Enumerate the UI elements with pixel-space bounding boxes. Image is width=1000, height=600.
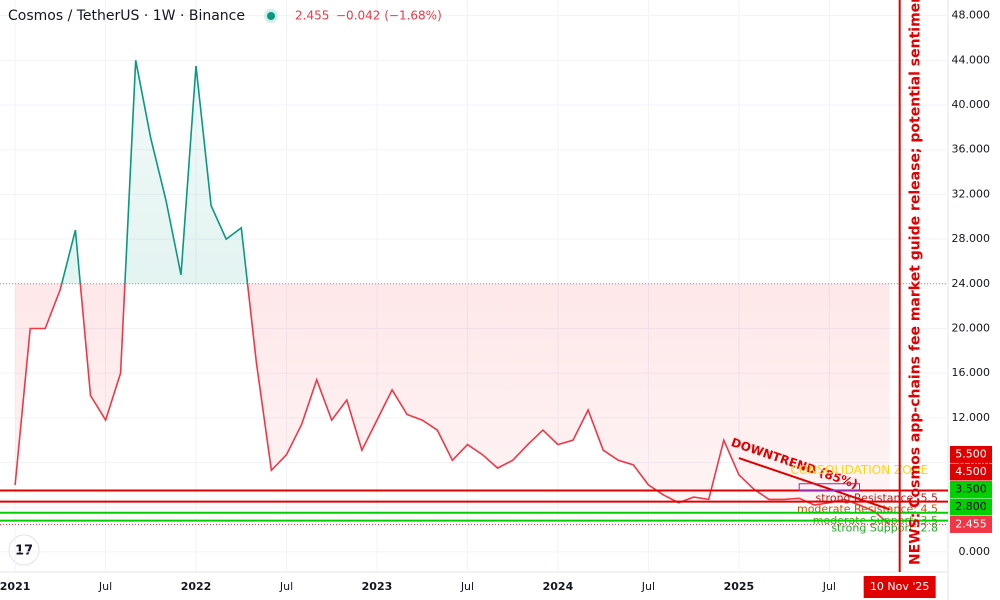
news-text: NEWS: Cosmos app-chains fee market guide… — [908, 0, 924, 565]
x-tick-label: 2024 — [543, 580, 574, 593]
tv-logo[interactable]: 17 — [8, 534, 40, 566]
x-tick-label: Jul — [460, 580, 474, 593]
y-tick-label: 20.000 — [952, 321, 991, 334]
area-below-baseline — [15, 283, 890, 525]
crosshair-label-bg — [863, 576, 936, 598]
x-tick-label: Jul — [822, 580, 836, 593]
line-above-baseline — [60, 60, 249, 284]
price-tag: 2.455 — [955, 517, 987, 530]
price-tag: 4.500 — [955, 465, 987, 478]
crosshair-label: 10 Nov '25 — [870, 580, 929, 593]
price-tag-bg — [950, 445, 992, 463]
zone-label: CONSOLIDATION ZONE — [790, 463, 928, 477]
x-tick-label: Jul — [641, 580, 655, 593]
price-tag: 2.800 — [955, 500, 987, 513]
y-tick-label: 16.000 — [952, 366, 991, 379]
price-tag-bg — [950, 480, 992, 498]
y-tick-label: 0.000 — [959, 545, 991, 558]
price-tag-bg — [950, 498, 992, 516]
x-tick-label: 2022 — [181, 580, 212, 593]
y-tick-label: 44.000 — [952, 53, 991, 66]
level-label: strong Support: 2.8 — [831, 522, 938, 535]
y-tick-label: 48.000 — [952, 9, 991, 22]
y-tick-label: 32.000 — [952, 187, 991, 200]
header: Cosmos / TetherUS · 1W · Binance 2.455 −… — [8, 8, 442, 24]
price-tag: 5.500 — [955, 447, 987, 460]
symbol: Cosmos / TetherUS · 1W · Binance — [8, 8, 245, 24]
price-tag-bg — [950, 463, 992, 481]
status-dot — [267, 12, 275, 20]
line-below-baseline — [14, 283, 891, 526]
price-tag-bg — [950, 515, 992, 533]
price-change: −0.042 (−1.68%) — [336, 9, 442, 23]
price-tag: 3.500 — [955, 482, 987, 495]
y-tick-label: 28.000 — [952, 232, 991, 245]
y-tick-label: 12.000 — [952, 411, 991, 424]
x-tick-label: 2023 — [362, 580, 393, 593]
zone-box — [798, 483, 861, 491]
x-tick-label: 2021 — [0, 580, 30, 593]
x-tick-label: 2025 — [724, 580, 755, 593]
x-tick-label: Jul — [98, 580, 112, 593]
price: 2.455 — [295, 9, 329, 23]
y-tick-label: 24.000 — [952, 277, 991, 290]
y-tick-label: 40.000 — [952, 98, 991, 111]
logo-mark: 17 — [15, 544, 33, 559]
y-tick-label: 36.000 — [952, 143, 991, 156]
x-tick-label: Jul — [279, 580, 293, 593]
